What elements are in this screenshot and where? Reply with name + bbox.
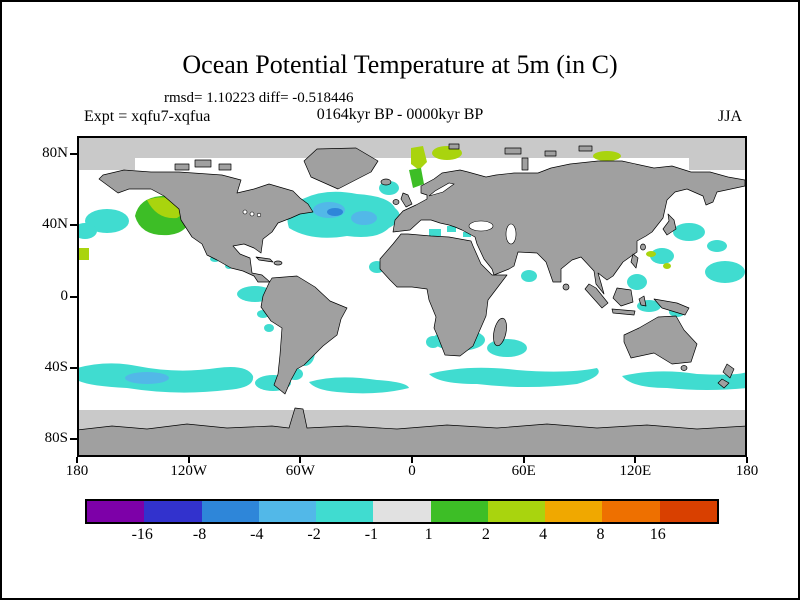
colorbar-segment <box>602 501 660 522</box>
tasmania <box>680 365 688 371</box>
java <box>611 308 636 316</box>
y-axis-tick <box>70 152 77 155</box>
colorbar-boundary-label: 1 <box>424 526 433 543</box>
anomaly-patches <box>77 146 747 394</box>
colorbar-labels: -16 -8 -4 -2 -1 1 2 4 8 16 <box>85 526 719 546</box>
great-lake <box>256 212 262 218</box>
season-label: JJA <box>717 108 742 125</box>
great-lake <box>242 209 248 215</box>
period-label: 0164kyr BP - 0000kyr BP <box>316 106 484 123</box>
sri-lanka <box>562 283 570 291</box>
cuba <box>255 256 274 263</box>
x-axis-tick-label: 120W <box>170 463 207 479</box>
sumatra <box>584 283 609 309</box>
continent-south-america <box>260 275 348 395</box>
continent-australia <box>623 315 698 365</box>
colorbar-boundary-label: 2 <box>481 526 490 543</box>
colorbar-segment <box>487 501 546 522</box>
x-axis-tick <box>76 457 78 463</box>
y-axis-tick-label: 80S <box>44 430 68 447</box>
x-axis-tick <box>746 457 748 463</box>
colorbar-boundary-label: -1 <box>364 526 379 543</box>
great-lake <box>249 211 255 217</box>
map-frame <box>77 136 747 457</box>
x-axis-tick <box>299 457 302 463</box>
greenland <box>303 147 379 190</box>
continent-africa <box>379 233 508 357</box>
colorbar-boundary-label: -4 <box>250 526 264 543</box>
colorbar-boundary-label: 8 <box>596 526 605 543</box>
colorbar-segment <box>316 501 374 522</box>
x-axis-tick <box>411 457 413 463</box>
japan <box>662 213 677 236</box>
colorbar-segment <box>144 501 202 522</box>
colorbar <box>85 499 719 524</box>
y-axis-tick-label: 0 <box>60 287 69 304</box>
x-axis-tick-label: 60E <box>511 463 536 479</box>
new-zealand-north <box>722 363 735 379</box>
continent-eurasia <box>392 160 746 295</box>
y-axis-tick <box>70 295 77 298</box>
y-axis-tick-label: 80N <box>42 144 68 161</box>
colorbar-boundary-label: 4 <box>539 526 548 543</box>
x-axis-tick-label: 0 <box>408 463 416 479</box>
x-axis-tick-label: 180 <box>65 463 89 479</box>
continent-antarctica <box>77 407 747 457</box>
baltic-sea <box>428 182 455 197</box>
y-axis-tick-label: 40N <box>42 216 68 233</box>
new-zealand-south <box>717 378 730 389</box>
y-axis-tick-label: 40S <box>44 358 68 375</box>
experiment-label: Expt = xqfu7-xqfua <box>84 108 211 125</box>
colorbar-segment <box>659 501 717 522</box>
y-axis-tick <box>70 438 77 441</box>
hispaniola <box>273 260 283 266</box>
y-axis-tick <box>70 224 77 227</box>
x-axis-tick <box>634 457 637 463</box>
colorbar-segment <box>258 501 317 522</box>
philippines <box>630 253 639 269</box>
colorbar-segment <box>545 501 603 522</box>
map-svg <box>77 136 747 457</box>
british-isles <box>400 192 413 208</box>
ireland <box>392 199 400 205</box>
continents <box>77 143 747 457</box>
x-axis-tick-label: 180 <box>735 463 759 479</box>
colorbar-segment <box>373 501 431 522</box>
colorbar-boundary-label: -16 <box>131 526 153 543</box>
caspian-sea <box>505 223 517 245</box>
iceland <box>380 178 392 186</box>
borneo <box>612 287 634 307</box>
new-guinea <box>653 298 690 316</box>
stats-line: rmsd= 1.10223 diff= -0.518446 <box>164 90 354 106</box>
taiwan <box>640 243 646 251</box>
page-title: Ocean Potential Temperature at 5m (in C) <box>182 50 618 79</box>
anomaly-north-atlantic-cool <box>287 191 400 238</box>
y-axis-tick <box>70 366 77 369</box>
colorbar-boundary-label: -8 <box>192 526 207 543</box>
colorbar-segment <box>201 501 259 522</box>
x-axis-tick-label: 60W <box>285 463 315 479</box>
colorbar-boundary-label: -2 <box>307 526 321 543</box>
x-axis-tick <box>187 457 190 463</box>
colorbar-segment <box>87 501 145 522</box>
colorbar-segment <box>430 501 488 522</box>
black-sea <box>468 220 494 232</box>
sulawesi <box>638 295 647 307</box>
world-map-plot <box>77 136 747 457</box>
continent-north-america <box>98 169 314 283</box>
x-axis-tick <box>522 457 525 463</box>
madagascar <box>493 317 507 347</box>
colorbar-boundary-label: 16 <box>649 526 666 543</box>
x-axis-tick-label: 120E <box>619 463 652 479</box>
